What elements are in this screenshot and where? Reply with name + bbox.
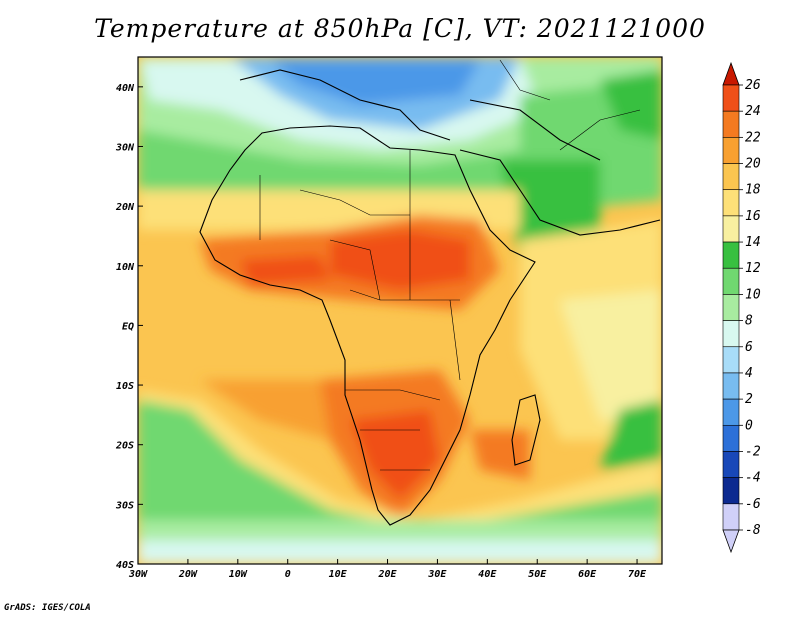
lat-tick-label: 30S bbox=[115, 500, 134, 511]
lat-tick-label: 10S bbox=[116, 381, 134, 392]
longitude-axis: 30W 20W 10W 0 10E 20E 30E 40E 50E 60E 70E bbox=[128, 559, 647, 580]
colorbar-swatch bbox=[722, 346, 740, 374]
lat-tick-label: 30N bbox=[115, 142, 135, 153]
colorbar-swatch bbox=[722, 398, 740, 426]
lon-tick-label: 30W bbox=[128, 569, 148, 580]
colorbar-label: 0 bbox=[745, 418, 753, 433]
colorbar-swatch bbox=[722, 137, 740, 164]
temperature-field bbox=[138, 57, 662, 564]
colorbar-label: -4 bbox=[745, 471, 761, 486]
colorbar-swatch bbox=[722, 451, 740, 478]
lat-tick-label: 20S bbox=[115, 441, 134, 452]
colorbar-swatch bbox=[722, 241, 740, 269]
lat-tick-label: 10N bbox=[116, 262, 135, 273]
map-title: Temperature at 850hPa [C], VT: 202112100… bbox=[94, 14, 706, 43]
colorbar-label: 8 bbox=[745, 314, 753, 329]
latitude-axis: 40N 30N 20N 10N EQ 10S 20S 30S 40S bbox=[115, 83, 143, 571]
lon-tick-label: 30E bbox=[427, 569, 447, 580]
colorbar-label: -2 bbox=[745, 444, 761, 459]
colorbar-bottom-arrow bbox=[722, 529, 740, 554]
colorbar-swatch bbox=[722, 189, 740, 217]
colorbar-top-arrow bbox=[722, 61, 740, 86]
lat-tick-label: 40N bbox=[116, 83, 135, 94]
colorbar-label: 10 bbox=[745, 287, 761, 302]
map-frame bbox=[137, 56, 663, 565]
lat-tick-label: 40S bbox=[116, 560, 134, 571]
lon-tick-label: 10E bbox=[329, 569, 348, 580]
coastline bbox=[199, 69, 661, 526]
colorbar-label: -6 bbox=[745, 497, 761, 512]
colorbar-swatch bbox=[722, 163, 740, 191]
colorbar-swatch bbox=[722, 84, 740, 112]
lon-tick-label: 10W bbox=[229, 569, 248, 580]
colorbar-swatch bbox=[722, 267, 740, 295]
colorbar-label: 6 bbox=[745, 340, 753, 355]
colorbar-label: 4 bbox=[745, 366, 753, 381]
lat-tick-label: 20N bbox=[115, 202, 135, 213]
colorbar-label: 16 bbox=[745, 209, 761, 224]
footer-credit: GrADS: IGES/COLA bbox=[4, 603, 91, 613]
colorbar-label: 2 bbox=[745, 392, 753, 407]
colorbar-label: 12 bbox=[745, 261, 761, 276]
colorbar-swatch bbox=[722, 215, 740, 243]
colorbar-swatch bbox=[722, 110, 740, 138]
colorbar-swatch bbox=[722, 294, 740, 321]
colorbar-swatch bbox=[722, 372, 740, 400]
country-borders bbox=[259, 59, 641, 471]
colorbar-swatch bbox=[722, 320, 740, 348]
lon-tick-label: 0 bbox=[285, 569, 291, 580]
lon-tick-label: 50E bbox=[528, 569, 547, 580]
lon-tick-label: 70E bbox=[628, 569, 647, 580]
colorbar-label: -8 bbox=[745, 523, 761, 538]
colorbar-swatch bbox=[722, 477, 740, 505]
lon-tick-label: 40E bbox=[478, 569, 497, 580]
lon-tick-label: 20E bbox=[377, 569, 397, 580]
colorbar-label: 18 bbox=[745, 183, 761, 198]
colorbar-swatch bbox=[722, 503, 740, 531]
colorbar-label: 14 bbox=[745, 235, 761, 250]
colorbar-label: 26 bbox=[745, 78, 761, 93]
lon-tick-label: 60E bbox=[578, 569, 597, 580]
colorbar-label: 24 bbox=[745, 104, 761, 119]
colorbar-label: 22 bbox=[745, 130, 761, 145]
colorbar-label: 20 bbox=[745, 157, 761, 172]
lat-tick-label: EQ bbox=[122, 321, 134, 332]
colorbar-swatch bbox=[722, 424, 740, 452]
lon-tick-label: 20W bbox=[178, 569, 198, 580]
